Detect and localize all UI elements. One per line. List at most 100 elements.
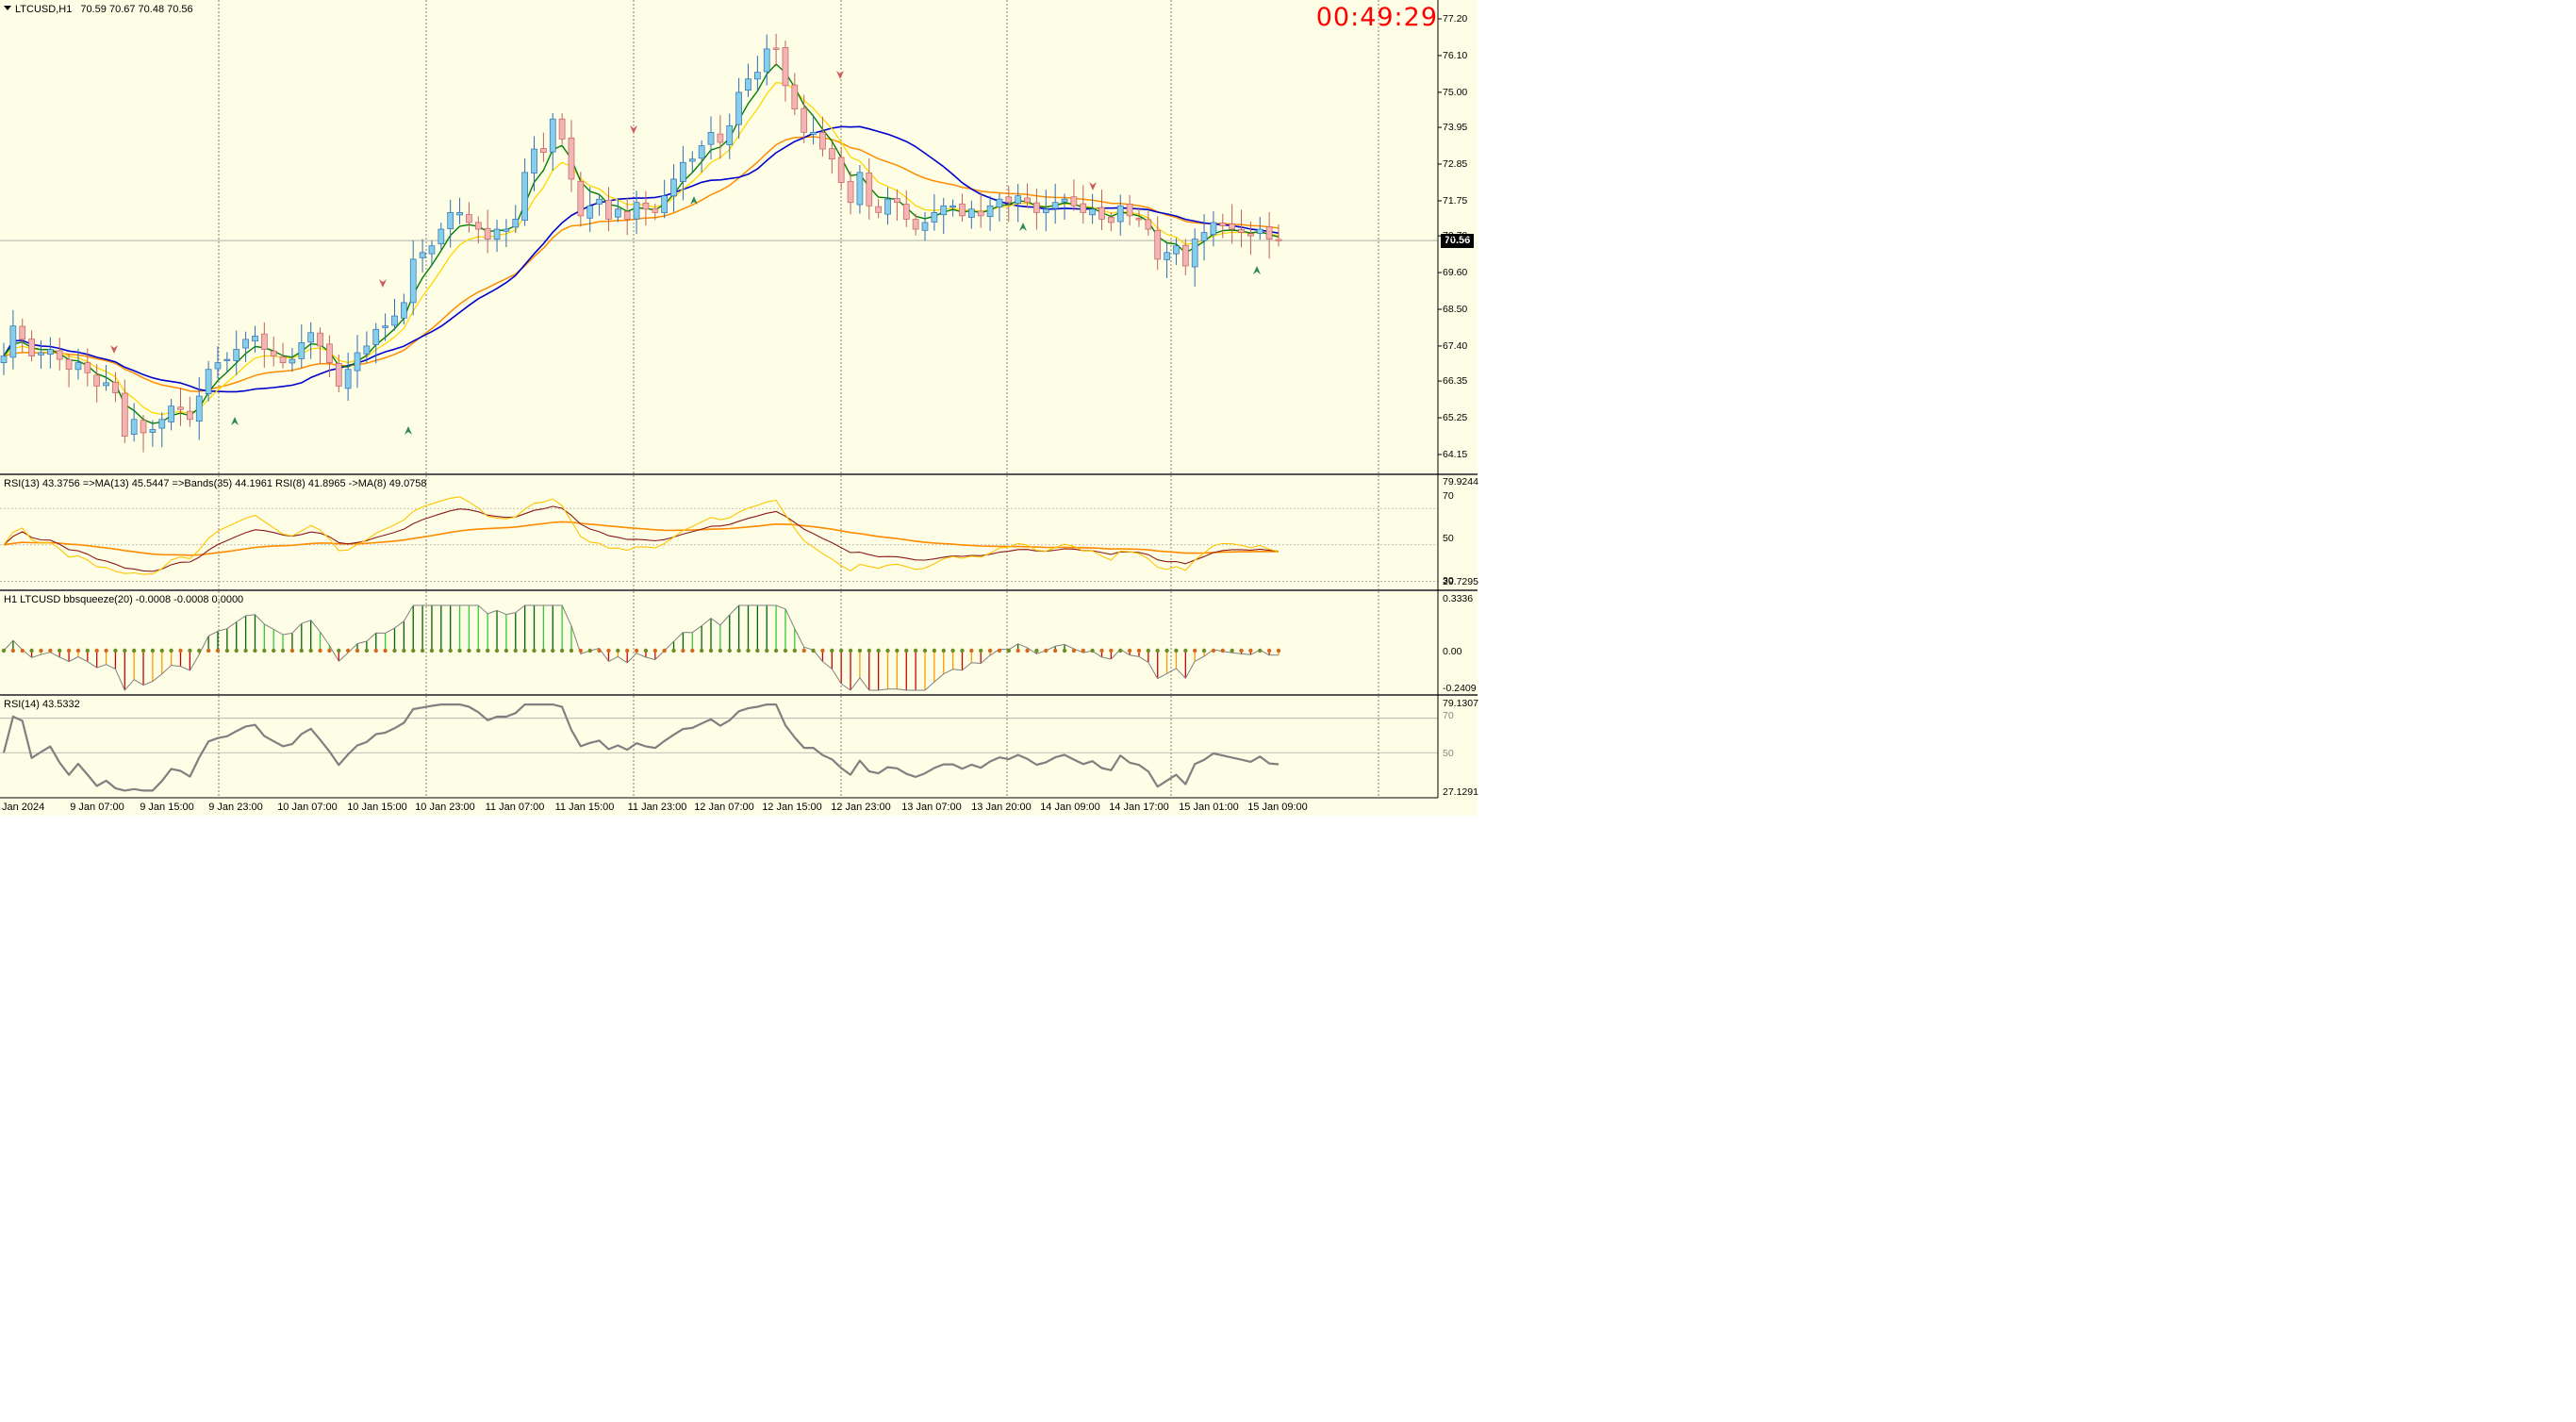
price-tick-label: 66.35 <box>1443 375 1468 388</box>
sell-arrow-icon <box>630 125 637 134</box>
candle-body <box>940 205 948 216</box>
candle-body <box>28 339 35 356</box>
squeeze-dot <box>624 648 630 653</box>
candle-body <box>168 405 174 422</box>
candle-body <box>819 132 826 150</box>
squeeze-dot <box>1 648 7 653</box>
candle-body <box>112 381 119 393</box>
ma-long-line <box>3 125 1280 393</box>
rsi-bands-label: RSI(13) 43.3756 =>MA(13) 45.5447 =>Bands… <box>4 478 427 489</box>
squeeze-dot <box>1174 648 1179 653</box>
squeeze-dot <box>337 648 341 653</box>
candle-body <box>1200 232 1208 241</box>
candle-body <box>549 118 556 153</box>
candle-body <box>652 207 659 213</box>
candle-body <box>614 208 621 218</box>
candle-body <box>754 72 761 80</box>
squeeze-dot <box>188 648 192 653</box>
candle-body <box>837 157 845 183</box>
squeeze-dot <box>1276 648 1281 653</box>
squeeze-dot <box>308 648 313 653</box>
sell-arrow-icon <box>836 71 844 79</box>
squeeze-dot <box>969 648 974 653</box>
candle-body <box>1061 198 1068 203</box>
squeeze-dot <box>253 648 257 653</box>
squeeze-dot <box>1071 648 1077 653</box>
squeeze-dot <box>392 648 397 653</box>
squeeze-dot <box>485 648 490 653</box>
time-tick-label: 12 Jan 23:00 <box>831 802 891 813</box>
squeeze-dot <box>1211 648 1216 653</box>
squeeze-dot <box>792 648 798 653</box>
candle-body <box>1070 196 1078 207</box>
candle-body <box>205 369 212 394</box>
squeeze-dot <box>234 648 239 653</box>
candle-body <box>56 350 63 360</box>
candle-body <box>252 335 258 342</box>
squeeze-dot <box>224 648 230 653</box>
squeeze-dot <box>652 648 658 653</box>
squeeze-dot <box>765 648 769 653</box>
squeeze-scale-label: 0.00 <box>1443 646 1462 657</box>
candle-body <box>1265 226 1273 240</box>
time-tick-label: 9 Jan 07:00 <box>70 802 124 813</box>
candle-body <box>1126 204 1133 217</box>
candle-body <box>493 228 501 240</box>
candle-body <box>735 91 742 125</box>
candle-body <box>745 78 751 91</box>
price-tick-label: 65.25 <box>1443 412 1468 424</box>
candle-body <box>680 161 686 182</box>
candle-body <box>279 356 287 363</box>
rsi14-scale-label: 50 <box>1443 748 1454 759</box>
candle-body <box>521 172 528 221</box>
buy-arrow-icon <box>231 417 239 425</box>
squeeze-dot <box>616 648 620 653</box>
signal-arrows <box>110 71 1261 435</box>
squeeze-dot <box>467 648 471 653</box>
squeeze-dot <box>699 648 704 653</box>
candle-body <box>242 339 249 349</box>
squeeze-dot <box>559 648 565 653</box>
squeeze-dot <box>932 648 937 653</box>
time-tick-label: 10 Jan 23:00 <box>415 802 475 813</box>
candle-body <box>512 219 520 228</box>
candle-body <box>949 205 956 208</box>
price-tick-label: 73.95 <box>1443 122 1468 134</box>
squeeze-dot <box>123 648 127 653</box>
squeeze-dot <box>94 648 99 653</box>
candle-body <box>772 47 780 50</box>
candle-body <box>335 363 342 387</box>
squeeze-dot <box>85 648 91 653</box>
squeeze-dot <box>690 648 695 653</box>
squeeze-dot <box>1248 648 1253 653</box>
candle-body <box>782 47 789 87</box>
squeeze-dot <box>848 648 853 653</box>
squeeze-dot <box>755 648 760 653</box>
squeeze-dot <box>280 648 286 653</box>
candle-body <box>223 358 231 361</box>
squeeze-dot <box>1164 648 1169 653</box>
chart-canvas[interactable] <box>0 0 1478 816</box>
chart-window[interactable]: LTCUSD,H1 70.59 70.67 70.48 70.56 00:49:… <box>0 0 1478 816</box>
squeeze-dot <box>1090 648 1095 653</box>
candle-body <box>1154 229 1162 260</box>
squeeze-dot <box>262 648 267 653</box>
squeeze-dot <box>1127 648 1132 653</box>
candle-body <box>84 362 91 373</box>
squeeze-dot <box>551 648 555 653</box>
rsi-bands-scale-label: 29.7295 <box>1443 576 1478 587</box>
price-tick-label: 69.60 <box>1443 267 1468 279</box>
candle-body <box>289 358 296 364</box>
time-tick-label: 14 Jan 09:00 <box>1040 802 1100 813</box>
candle-body <box>298 342 305 359</box>
moving-averages <box>3 63 1280 424</box>
candle-body <box>1098 207 1105 220</box>
squeeze-dot <box>773 648 779 653</box>
chart-menu-arrow-icon[interactable] <box>4 6 11 10</box>
candle-body <box>698 145 705 159</box>
candle-body <box>74 362 82 371</box>
squeeze-dot <box>1201 648 1207 653</box>
candle-body <box>801 107 808 133</box>
squeeze-dot <box>289 648 295 653</box>
candle-body <box>810 132 817 135</box>
